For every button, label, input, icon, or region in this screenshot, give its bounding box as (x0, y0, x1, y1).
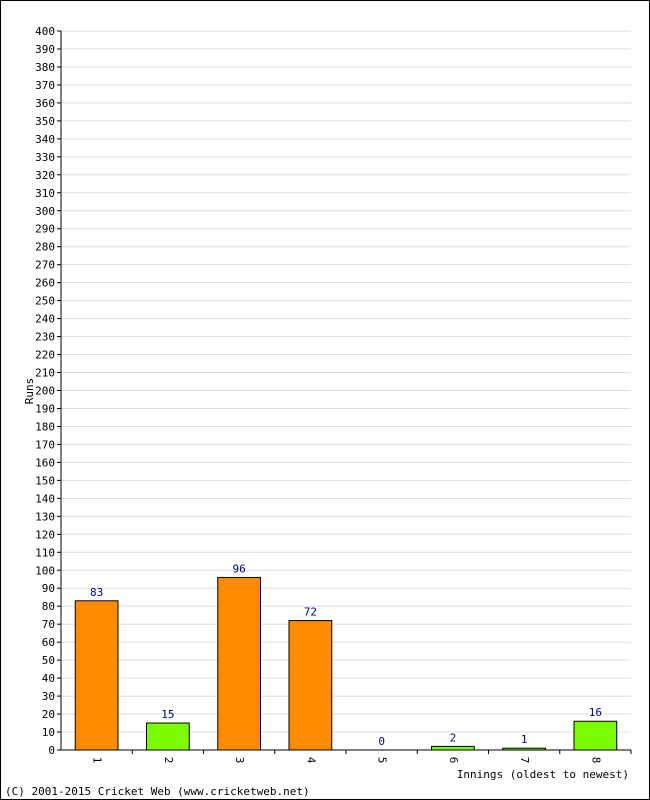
y-tick-label: 210 (35, 367, 55, 380)
y-tick-label: 220 (35, 349, 55, 362)
y-tick-label: 240 (35, 313, 55, 326)
y-tick-label: 320 (35, 169, 55, 182)
y-tick-label: 350 (35, 115, 55, 128)
y-tick-label: 50 (42, 654, 55, 667)
bar-value-label: 16 (589, 706, 602, 719)
y-tick-label: 200 (35, 385, 55, 398)
y-tick-label: 100 (35, 564, 55, 577)
bar (74, 600, 119, 751)
x-tick-label: 6 (447, 757, 460, 764)
y-tick-label: 180 (35, 420, 55, 433)
x-tick-label: 3 (233, 757, 246, 764)
y-tick-label: 370 (35, 79, 55, 92)
y-tick-label: 60 (42, 636, 55, 649)
y-tick-label: 270 (35, 259, 55, 272)
y-tick-label: 70 (42, 618, 55, 631)
y-tick-label: 360 (35, 97, 55, 110)
y-tick-label: 310 (35, 187, 55, 200)
y-tick-label: 340 (35, 133, 55, 146)
bar-value-label: 15 (161, 708, 174, 721)
y-tick-label: 400 (35, 25, 55, 38)
x-tick-label: 8 (589, 757, 602, 764)
y-tick-label: 20 (42, 708, 55, 721)
x-tick-label: 1 (91, 757, 104, 764)
x-tick-label: 5 (376, 757, 389, 764)
y-tick-label: 30 (42, 690, 55, 703)
x-tick-label: 7 (518, 757, 531, 764)
y-tick-label: 10 (42, 726, 55, 739)
bar (431, 745, 475, 751)
y-tick-label: 330 (35, 151, 55, 164)
y-tick-label: 140 (35, 492, 55, 505)
y-tick-label: 80 (42, 600, 55, 613)
y-tick-label: 150 (35, 474, 55, 487)
bar (573, 720, 618, 751)
bar-value-label: 0 (378, 735, 385, 748)
y-tick-label: 380 (35, 61, 55, 74)
bar-value-label: 2 (450, 731, 457, 744)
y-tick-label: 300 (35, 205, 55, 218)
y-tick-label: 120 (35, 528, 55, 541)
y-tick-label: 40 (42, 672, 55, 685)
y-tick-label: 170 (35, 438, 55, 451)
y-tick-label: 0 (48, 744, 55, 757)
bar (502, 747, 546, 751)
bar (288, 620, 333, 751)
bar (146, 722, 190, 751)
y-tick-label: 390 (35, 43, 55, 56)
copyright-text: (C) 2001-2015 Cricket Web (www.cricketwe… (5, 785, 310, 798)
y-axis-title: Runs (23, 378, 36, 405)
y-tick-label: 110 (35, 546, 55, 559)
x-tick-label: 2 (162, 757, 175, 764)
y-tick-label: 280 (35, 241, 55, 254)
bar-value-label: 72 (304, 606, 317, 619)
y-tick-label: 130 (35, 510, 55, 523)
x-axis-title: Innings (oldest to newest) (457, 768, 629, 781)
y-tick-label: 90 (42, 582, 55, 595)
x-tick-label: 4 (304, 757, 317, 764)
bar-value-label: 96 (233, 562, 246, 575)
y-tick-label: 260 (35, 277, 55, 290)
bar-value-label: 1 (521, 733, 528, 746)
y-tick-label: 190 (35, 402, 55, 415)
bar (217, 576, 261, 751)
bar-value-label: 83 (90, 586, 103, 599)
y-tick-label: 160 (35, 456, 55, 469)
y-tick-label: 250 (35, 295, 55, 308)
y-tick-label: 230 (35, 331, 55, 344)
y-tick-label: 290 (35, 223, 55, 236)
